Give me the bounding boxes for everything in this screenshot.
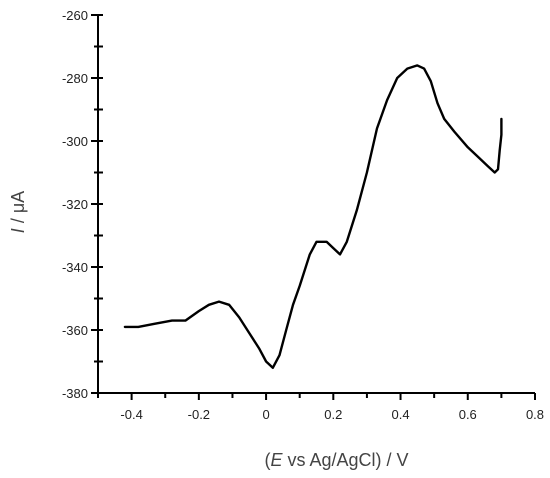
y-tick-label: -300 [62,134,88,149]
x-tick-label: -0.2 [188,407,210,422]
y-tick-label: -360 [62,323,88,338]
x-tick-label: 0.8 [526,407,544,422]
x-tick-label: 0.2 [324,407,342,422]
x-axis-ticks: -0.4 -0.2 0 0.2 0.4 0.6 0.8 [97,393,544,422]
y-tick-label: -280 [62,71,88,86]
y-tick-label: -260 [62,8,88,23]
y-tick-label: -380 [62,386,88,401]
x-tick-label: 0.4 [391,407,409,422]
y-tick-label: -320 [62,197,88,212]
y-axis-label: I / μA [8,191,28,233]
y-axis-ticks: -380 -360 -340 -320 -300 -280 -260 [62,8,103,401]
series-curve [123,64,503,369]
x-tick-label: -0.4 [120,407,142,422]
x-tick-label: 0 [262,407,269,422]
y-tick-label: -340 [62,260,88,275]
x-tick-label: 0.6 [459,407,477,422]
x-axis-label: (E vs Ag/AgCl) / V [264,450,408,470]
